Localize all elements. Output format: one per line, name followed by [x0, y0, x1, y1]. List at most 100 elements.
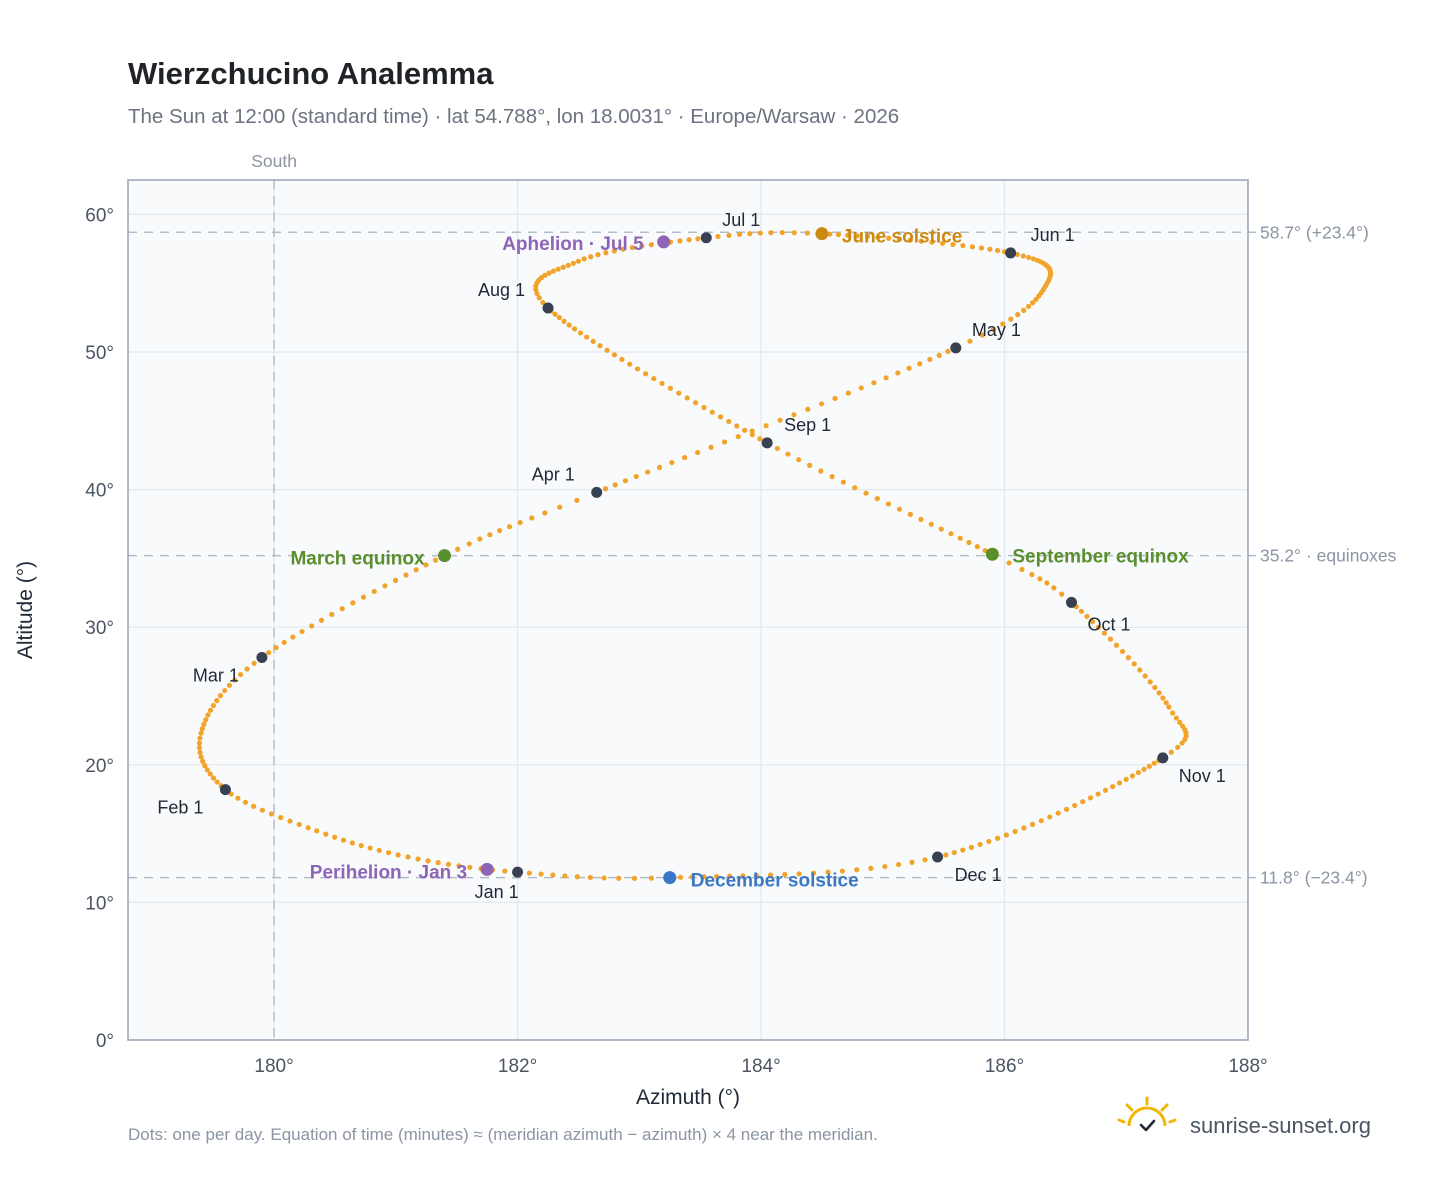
daily-dot — [987, 246, 993, 252]
daily-dot — [432, 557, 439, 563]
grid-lines — [128, 180, 1249, 1041]
daily-dot — [1102, 787, 1109, 793]
daily-dot — [423, 562, 429, 568]
daily-dot — [273, 645, 279, 651]
daily-dot — [854, 867, 860, 873]
daily-dot — [1089, 619, 1096, 625]
month-marker — [700, 232, 712, 244]
daily-dot — [633, 473, 639, 480]
daily-dot — [918, 238, 924, 244]
brand-name[interactable]: sunrise-sunset.org — [1190, 1113, 1371, 1138]
daily-dot — [818, 401, 825, 407]
daily-dot — [1047, 814, 1053, 820]
daily-dot — [413, 567, 419, 573]
daily-dot — [210, 775, 217, 781]
daily-dot — [435, 860, 441, 866]
daily-dot — [840, 479, 846, 485]
daily-dot — [1055, 810, 1061, 816]
daily-dot — [882, 863, 888, 870]
daily-dot — [222, 687, 228, 694]
daily-dot — [1008, 316, 1014, 322]
daily-dot — [290, 634, 296, 640]
daily-dot — [943, 852, 949, 858]
daily-dot — [415, 856, 421, 862]
daily-dot — [948, 531, 954, 537]
daily-dot — [1123, 776, 1129, 782]
daily-dot — [868, 865, 874, 871]
event-label: September equinox — [1012, 546, 1189, 567]
daily-dot — [1125, 655, 1132, 661]
daily-dot — [1175, 744, 1181, 750]
daily-dot — [616, 875, 622, 881]
daily-dot — [885, 501, 892, 507]
daily-dot — [1021, 825, 1027, 831]
daily-dot — [796, 871, 802, 877]
month-marker — [950, 342, 962, 354]
x-tick-label: 184° — [741, 1056, 780, 1077]
y-tick-label: 10° — [85, 893, 114, 914]
daily-dot — [990, 326, 996, 332]
daily-dot — [1030, 256, 1037, 262]
daily-dot — [1151, 760, 1157, 766]
daily-dot — [1095, 624, 1102, 630]
daily-dot — [1030, 821, 1036, 827]
month-label: Apr 1 — [532, 464, 575, 484]
daily-dot — [667, 385, 674, 391]
daily-dot — [403, 572, 409, 578]
daily-dot — [281, 639, 287, 646]
y-tick-label: 20° — [85, 756, 114, 777]
daily-dot — [467, 864, 473, 870]
daily-dot — [445, 861, 452, 867]
daily-dot — [978, 245, 985, 251]
daily-dot — [929, 239, 935, 245]
x-tick-label: 180° — [254, 1056, 293, 1077]
daily-dot — [456, 863, 462, 869]
daily-dot — [995, 835, 1001, 841]
daily-dot — [562, 873, 568, 879]
daily-dot — [1000, 321, 1006, 327]
daily-dot — [701, 404, 707, 411]
daily-dot — [226, 682, 233, 688]
daily-dot — [677, 874, 684, 880]
daily-dot — [1173, 715, 1179, 721]
daily-dot — [1037, 576, 1043, 582]
daily-dot — [287, 818, 293, 824]
daily-dot — [960, 847, 966, 853]
daily-dot — [244, 666, 250, 672]
daily-dot — [1095, 791, 1101, 797]
daily-dot — [259, 807, 265, 813]
x-tick-label: 188° — [1228, 1056, 1267, 1077]
daily-dot — [684, 395, 690, 401]
daily-dot — [1025, 303, 1032, 310]
month-label: Oct 1 — [1087, 614, 1130, 634]
daily-dot — [587, 874, 593, 881]
month-marker — [932, 851, 944, 863]
daily-dot — [656, 464, 663, 470]
daily-dot — [1101, 630, 1108, 636]
month-label: May 1 — [972, 320, 1021, 340]
month-marker — [1005, 247, 1017, 259]
daily-dot — [818, 468, 824, 474]
daily-dot — [939, 240, 946, 246]
plot-background — [128, 180, 1248, 1040]
daily-dot — [1107, 636, 1114, 642]
daily-dot — [779, 229, 785, 236]
daily-dot — [1110, 783, 1116, 790]
daily-dot — [906, 365, 912, 371]
daily-dot — [639, 243, 645, 249]
daily-dot — [1129, 773, 1136, 779]
daily-dot — [588, 254, 594, 260]
daily-dot — [742, 427, 748, 433]
daily-dot — [455, 546, 461, 552]
daily-dot — [202, 763, 208, 769]
event-marker — [815, 227, 829, 241]
month-label: Nov 1 — [1179, 766, 1226, 786]
daily-dot — [721, 439, 728, 445]
daily-dot — [804, 230, 811, 236]
daily-dot — [1182, 736, 1188, 742]
daily-dot — [340, 837, 347, 843]
daily-dot — [994, 247, 1001, 254]
daily-dot — [619, 356, 625, 363]
page-subtitle: The Sun at 12:00 (standard time) · lat 5… — [128, 105, 899, 128]
daily-dot — [845, 390, 851, 396]
